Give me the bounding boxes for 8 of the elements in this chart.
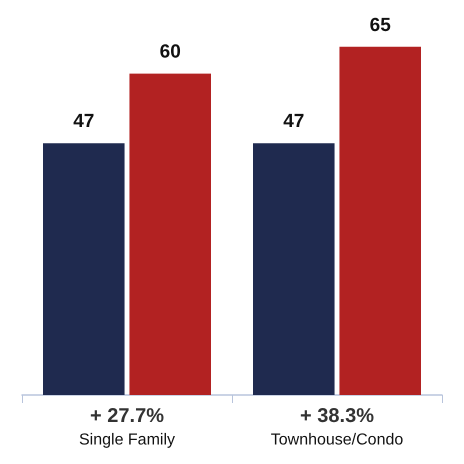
data-label: 60	[160, 42, 181, 63]
data-label: 65	[370, 14, 392, 36]
text: + 27.7%	[90, 405, 164, 427]
x-tick-label: Townhouse/Condo	[270, 432, 404, 448]
x-tick-label: Single Family	[78, 432, 176, 448]
data-label: 47	[283, 111, 304, 132]
data-label: 47	[73, 111, 94, 132]
text: + 38.3%	[300, 405, 374, 427]
